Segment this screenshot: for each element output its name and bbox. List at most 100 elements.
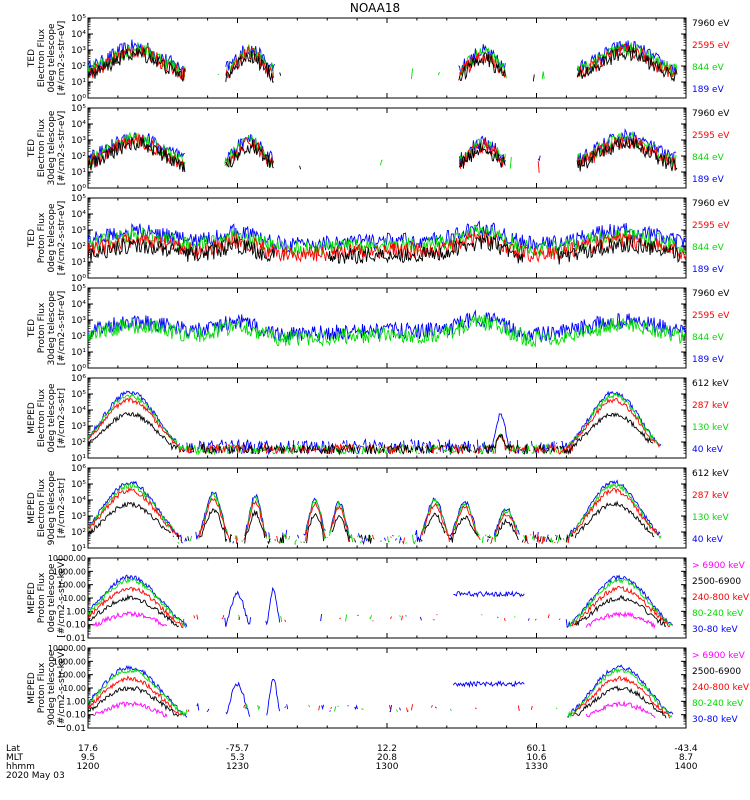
y-tick-label: 10⁴: [71, 30, 86, 40]
y-tick-label: 10⁵: [71, 194, 86, 204]
legend-entry: 2595 eV: [692, 221, 730, 231]
legend-entry: 2500-6900: [692, 667, 741, 677]
series-trace-7960-ev: [88, 46, 678, 83]
x-tick-label-hhmm: 1200: [77, 762, 100, 772]
traces: [88, 130, 681, 173]
y-tick-label: 10³: [71, 46, 86, 56]
traces: [88, 220, 686, 265]
y-axis-label: 0deg telescope: [47, 23, 57, 93]
y-tick-label: 0.10: [66, 621, 86, 631]
legend-entry: 40 keV: [692, 445, 724, 455]
legend-entry: 189 eV: [692, 85, 725, 95]
panel-frame: [87, 557, 687, 639]
series-trace-30-80-kev: [88, 664, 674, 718]
traces: [88, 391, 667, 454]
legend-entry: 240-800 keV: [692, 593, 750, 603]
y-tick-label: 10²: [71, 438, 86, 448]
y-tick-label: 10⁵: [71, 14, 86, 24]
y-tick-label: 10²: [71, 152, 86, 162]
y-tick-label: 10.00: [63, 594, 86, 603]
y-axis-label: Electron Flux: [37, 118, 47, 177]
x-row-label: Lat: [6, 744, 21, 754]
x-tick-label-hhmm: 1300: [376, 762, 399, 772]
y-axis-label: [#/cm2-s-str-keV]: [57, 558, 67, 637]
series-trace-40-kev: [88, 391, 667, 454]
y-tick-label: 10¹: [71, 454, 86, 464]
legend-entry: 844 eV: [692, 333, 725, 343]
legend-entry: 7960 eV: [692, 289, 730, 299]
legend-entry: 80-240 keV: [692, 699, 744, 709]
legend-entry: 189 eV: [692, 175, 725, 185]
y-axis-label: TED: [27, 139, 37, 158]
y-tick-label: 1.00: [66, 607, 86, 617]
x-tick-label-mlt: 20.8: [377, 753, 397, 763]
series-trace--6900-kev: [92, 610, 656, 630]
traces: [88, 574, 674, 630]
legend-entry: 2595 eV: [692, 311, 730, 321]
series-trace-240-800-kev: [88, 675, 671, 719]
y-axis-label: [#/cm2-s-str-eV]: [57, 201, 67, 276]
y-axis-label: 30deg telescope: [47, 290, 57, 365]
y-tick-label: 10000.00: [48, 644, 86, 653]
series-trace-7960-ev: [88, 136, 678, 173]
x-tick-label-lat: -75.7: [226, 744, 249, 754]
y-tick-label: 10¹: [71, 258, 86, 268]
y-axis-label: [#/cm2-s-str-eV]: [57, 291, 67, 366]
x-tick-label-hhmm: 1230: [226, 762, 249, 772]
y-tick-label: 10²: [71, 62, 86, 72]
y-tick-label: 10¹: [71, 78, 86, 88]
y-tick-label: 10⁴: [71, 406, 86, 416]
series-trace-612-kev: [88, 502, 656, 544]
y-tick-label: 10⁶: [71, 374, 86, 384]
y-tick-label: 10⁵: [71, 284, 86, 294]
x-tick-label-lat: 60.1: [526, 744, 546, 754]
y-axis-label: Proton Flux: [37, 212, 47, 263]
legend-entry: 30-80 keV: [692, 715, 738, 725]
y-axis-label: Proton Flux: [37, 662, 47, 713]
y-axis-label: TED: [27, 319, 37, 338]
y-axis-label: [#/cm2-s-str-keV]: [57, 648, 67, 727]
traces: [88, 481, 667, 545]
y-axis-label: MEPED: [27, 492, 37, 524]
legend-entry: 612 keV: [692, 379, 729, 389]
x-tick-label-lat: 12.2: [377, 744, 397, 754]
legend-entry: 844 eV: [692, 63, 725, 73]
x-tick-label-lat: -43.4: [674, 744, 698, 754]
y-tick-label: 10¹: [71, 544, 86, 554]
y-axis-label: TED: [27, 229, 37, 248]
legend-entry: 844 eV: [692, 243, 725, 253]
y-tick-label: 0.10: [66, 711, 86, 721]
series-trace-287-kev: [88, 488, 664, 544]
series-trace-240-800-kev: [88, 585, 671, 628]
series-trace-80-240-kev: [88, 577, 673, 629]
y-tick-label: 10⁴: [71, 300, 86, 310]
x-row-label: MLT: [6, 753, 24, 763]
y-tick-label: 10³: [71, 316, 86, 326]
y-tick-label: 10³: [71, 136, 86, 146]
series-trace-2500-6900: [88, 594, 667, 628]
y-axis-label: [#/cm2-s-str]: [57, 478, 67, 538]
legend-entry: 2500-6900: [692, 577, 741, 587]
panel-2: 10⁰ 10¹ 10² 10³ 10⁴ 10⁵ TED Electron Flux 30deg …: [27, 104, 730, 194]
y-tick-label: 10²: [71, 332, 86, 342]
y-axis-label: Electron Flux: [37, 388, 47, 447]
y-tick-label: 1.00: [66, 697, 86, 707]
y-axis-label: [#/cm2-s-str-eV]: [57, 21, 67, 96]
y-axis-label: 0deg telescope: [47, 563, 57, 633]
legend-entry: 240-800 keV: [692, 683, 750, 693]
legend-entry: 612 keV: [692, 469, 729, 479]
y-tick-label: 100.00: [58, 671, 86, 680]
y-tick-label: 10⁰: [71, 364, 86, 374]
panel-7: 0.01 0.10 1.00 10.00 100.00 1000.00 10000.00 ME…: [27, 554, 750, 644]
y-axis-label: Proton Flux: [37, 572, 47, 623]
y-tick-label: 100.00: [58, 581, 86, 590]
series-trace-844-ev: [88, 314, 686, 348]
y-tick-label: 10⁴: [71, 120, 86, 130]
legend-entry: 130 keV: [692, 513, 729, 523]
panel-1: 10⁰ 10¹ 10² 10³ 10⁴ 10⁵ TED Electron Flux 0deg t…: [27, 14, 730, 104]
legend-entry: 189 eV: [692, 265, 725, 275]
legend-entry: > 6900 keV: [692, 651, 746, 661]
